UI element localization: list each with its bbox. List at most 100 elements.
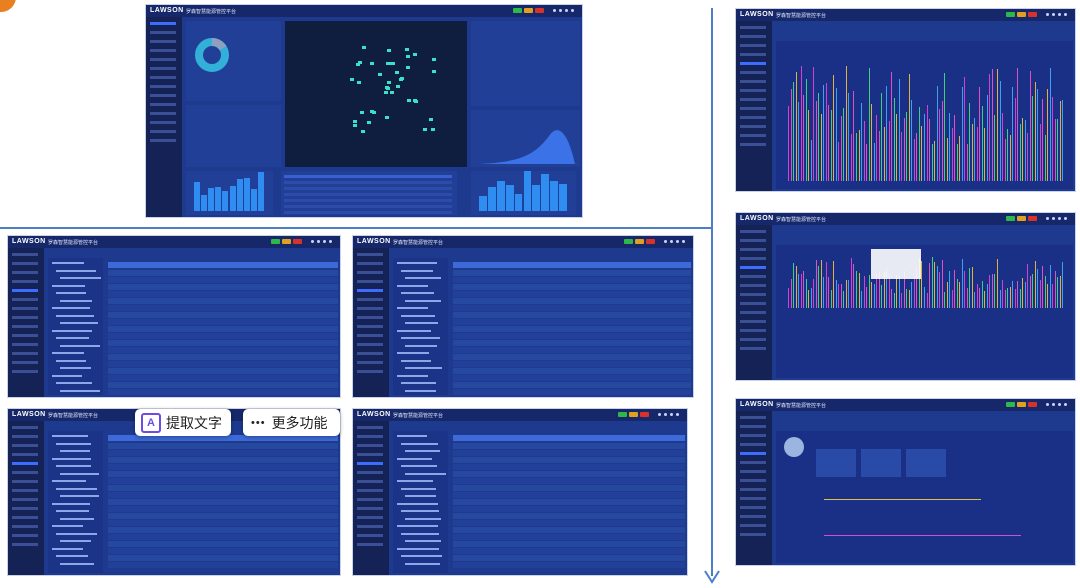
table-row [453,541,685,547]
chart-line [999,81,1001,181]
more-functions-button[interactable]: ••• 更多功能 [243,409,340,436]
map-dot [430,128,435,132]
map-dot [386,80,391,84]
tree-node [401,314,436,317]
map-dot [385,116,390,120]
chart-line [845,65,847,181]
chart-line [1007,129,1009,181]
table-row [453,450,685,456]
table-row [108,270,338,276]
menu-item [740,134,766,137]
chart-line [997,69,998,181]
table-row [453,499,685,505]
chart-line [830,289,832,308]
chart-line [798,101,800,181]
status-badge [1006,12,1015,17]
tree-node [401,337,441,339]
info-card [816,449,856,477]
chart-line [848,92,850,181]
chart-line [1062,261,1064,308]
chart-line [1029,71,1031,181]
chart-line [1037,268,1039,308]
chart-line [813,67,815,181]
chart-line [929,262,931,308]
table-row [108,527,338,533]
extract-text-button[interactable]: A 提取文字 [135,409,231,436]
chart-line [788,105,789,181]
table-row [453,368,691,374]
chart-line [989,274,991,308]
chart-line [881,92,883,181]
chart-line [1002,112,1004,181]
chart-line [991,69,993,181]
map-dot [412,52,417,56]
chart-line [918,106,920,181]
chart-line [1012,87,1014,181]
chart-line [793,82,795,181]
table-row [108,277,338,283]
menu-item [150,112,176,115]
chart-line [916,132,918,181]
chart-line [813,279,815,308]
chart-line [999,289,1001,308]
screenshot: LAWSON 罗森智慧能源管控平台 [735,8,1076,192]
table-row [284,187,452,190]
chart-line [964,271,966,308]
trend-line [824,499,981,500]
chart-line [1047,88,1049,181]
menu-item [357,516,383,519]
menu-item [150,94,176,97]
chart-line [921,261,923,308]
chart-line [913,277,915,308]
tree-node [52,307,91,309]
table-row [284,199,452,202]
chart-line [906,112,908,181]
menu-item [740,71,766,74]
table-row [453,457,685,463]
tree-node [397,284,428,287]
chart-line [810,287,812,308]
chart-line [954,114,956,181]
tree-node [52,262,84,264]
chart-line [1049,68,1051,181]
status-badge [624,239,633,244]
chart-line [838,283,840,308]
brand-logo: LAWSON [357,411,391,418]
status-badge [629,412,638,417]
tree-node [52,457,92,460]
chart-line [825,261,827,308]
chart-line [883,271,885,308]
tree-node [60,472,99,475]
table-row [453,555,685,561]
map-dot [431,70,436,74]
tree-node [397,502,438,505]
header-icon [553,9,556,12]
tree-node [401,465,438,467]
chart-line [954,270,956,308]
tree-node [397,352,429,354]
menu-item [357,325,383,328]
table-row [108,284,338,290]
brand-logo: LAWSON [12,411,46,418]
chart-line [898,78,900,181]
chart-line [871,281,873,308]
map-dot [367,120,372,124]
tree-node [52,502,90,505]
table-row [108,562,338,568]
chart-line [1034,260,1036,308]
table-row [453,492,685,498]
bar-shape [194,182,201,211]
chart-line [1017,280,1019,308]
header-icon [311,240,314,243]
chart-line [1042,266,1044,308]
chart-line [853,91,855,181]
menu-item [357,298,383,301]
status-badge [293,239,302,244]
logo-fragment [0,0,16,12]
menu-item [740,347,766,350]
menu-item [740,239,766,242]
chart-line [918,258,920,308]
tree-node [56,292,87,294]
menu-item [740,461,766,464]
bar-shape [550,181,559,211]
